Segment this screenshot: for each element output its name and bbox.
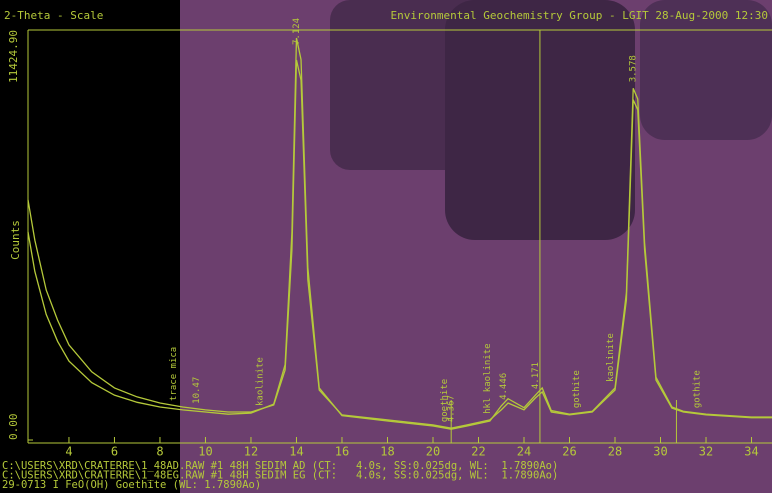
y-tick-label: 11424.90	[7, 30, 20, 83]
x-tick-label: 4	[65, 445, 72, 459]
x-tick-label: 6	[111, 445, 118, 459]
x-tick-label: 18	[380, 445, 394, 459]
x-tick-label: 28	[608, 445, 622, 459]
x-tick-label: 30	[653, 445, 667, 459]
legend-entry: 29-0713 I FeO(OH) Goethite (WL: 1.7890Ao…	[2, 479, 261, 491]
peak-label: kaolinite	[256, 357, 266, 406]
peak-label: trace mica	[169, 347, 179, 401]
peak-label: gothite	[692, 370, 702, 408]
x-tick-label: 16	[335, 445, 349, 459]
x-tick-label: 24	[517, 445, 531, 459]
chart-subtitle: Environmental Geochemistry Group - LGIT …	[391, 9, 769, 22]
x-tick-label: 34	[744, 445, 758, 459]
peak-label: 4.367	[447, 395, 457, 422]
x-tick-label: 32	[699, 445, 713, 459]
x-tick-label: 26	[562, 445, 576, 459]
peak-label: 4.171	[531, 362, 541, 389]
chart: 2-Theta - Scale Environmental Geochemist…	[0, 0, 772, 493]
x-tick-label: 8	[156, 445, 163, 459]
peak-label: 4.446	[499, 373, 509, 400]
y-tick-label: 0.00	[7, 414, 20, 441]
peak-label: kaolinite	[606, 333, 616, 382]
peak-label: 10.47	[192, 377, 202, 404]
x-tick-label: 20	[426, 445, 440, 459]
y-axis-label: Counts	[9, 220, 22, 260]
peak-label: gothite	[572, 370, 582, 408]
chart-title: 2-Theta - Scale	[4, 9, 103, 22]
peak-label: 3.578	[629, 55, 639, 82]
peak-label: hkl kaolinite	[483, 343, 493, 413]
x-tick-label: 22	[471, 445, 485, 459]
x-tick-label: 10	[198, 445, 212, 459]
peak-label: 7.124	[292, 18, 302, 45]
x-tick-label: 12	[244, 445, 258, 459]
x-tick-label: 14	[289, 445, 303, 459]
